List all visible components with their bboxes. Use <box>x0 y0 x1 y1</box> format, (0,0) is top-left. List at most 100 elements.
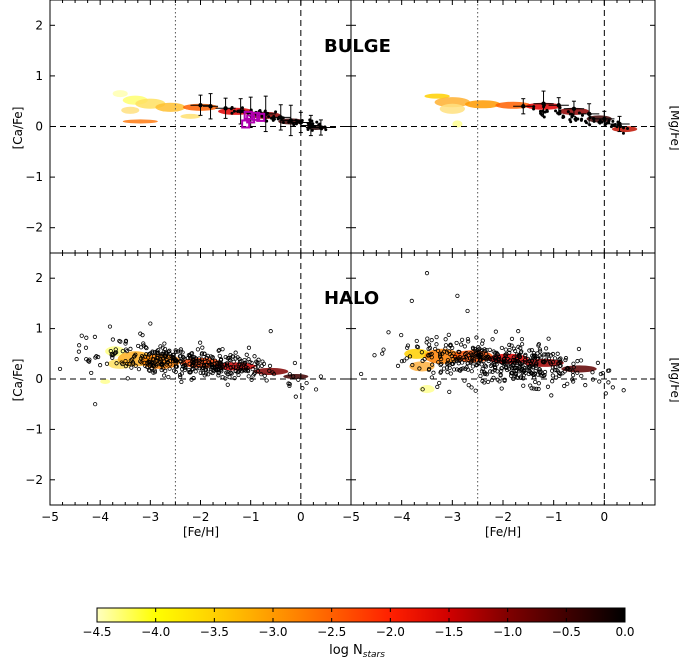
star-point <box>89 370 94 376</box>
star-point <box>265 119 269 123</box>
star-point <box>86 358 91 364</box>
star-point <box>300 386 305 391</box>
star-point <box>136 367 142 372</box>
star-point <box>233 350 238 355</box>
star-point <box>454 358 459 364</box>
star-point <box>171 368 177 373</box>
star-point <box>521 383 526 388</box>
star-point <box>531 386 536 391</box>
star-point <box>429 355 434 360</box>
star-point <box>450 345 455 350</box>
x-tick-label: −2 <box>192 510 210 524</box>
star-point <box>372 353 377 358</box>
star-point <box>533 379 538 385</box>
star-point <box>577 111 581 115</box>
star-point <box>511 376 516 382</box>
star-point <box>162 341 167 346</box>
star-point <box>514 360 520 365</box>
star-point <box>252 354 257 359</box>
star-point <box>507 347 512 353</box>
star-point <box>458 357 463 362</box>
star-point <box>291 374 296 379</box>
ylabel-bottom-left: [Ca/Fe] <box>11 359 25 402</box>
star-point <box>490 337 495 342</box>
star-point <box>249 377 254 382</box>
star-point <box>217 361 222 366</box>
star-point <box>157 360 163 365</box>
star-point <box>139 354 145 359</box>
star-point <box>590 377 596 382</box>
star-point <box>272 114 276 118</box>
star-point <box>150 362 155 368</box>
star-point <box>236 109 240 113</box>
star-point <box>518 350 524 355</box>
star-point <box>549 393 554 398</box>
star-point <box>533 355 538 360</box>
star-point <box>201 366 206 371</box>
star-point <box>231 364 236 369</box>
star-point <box>123 339 129 344</box>
star-point <box>504 351 509 357</box>
star-point <box>604 122 608 126</box>
star-point <box>611 119 615 123</box>
star-point <box>179 361 185 366</box>
star-point <box>447 365 452 370</box>
star-point <box>447 351 452 357</box>
star-point <box>483 371 488 376</box>
star-point <box>425 336 430 341</box>
star-point <box>164 362 169 367</box>
star-point <box>239 369 244 374</box>
star-point <box>517 365 522 370</box>
star-point <box>479 347 484 353</box>
star-point <box>94 354 99 359</box>
star-point <box>513 373 518 378</box>
star-point <box>466 383 471 388</box>
star-point <box>158 357 163 362</box>
star-point <box>271 117 275 121</box>
x-tick-label: −5 <box>41 510 59 524</box>
star-point <box>424 340 429 345</box>
colorbar-tick-label: −4.5 <box>82 625 111 639</box>
star-point <box>162 373 167 378</box>
star-point <box>621 388 626 393</box>
star-point <box>570 373 576 378</box>
star-point <box>138 356 144 361</box>
star-point <box>165 360 170 365</box>
star-point <box>323 125 327 129</box>
star-point <box>183 365 188 371</box>
star-point <box>223 376 228 381</box>
star-point <box>181 355 186 360</box>
star-point <box>576 117 580 121</box>
star-point <box>104 361 110 366</box>
star-point <box>143 345 148 350</box>
star-point <box>561 114 565 118</box>
star-point <box>450 361 455 366</box>
star-point <box>208 354 214 359</box>
star-point <box>110 355 115 360</box>
star-point <box>498 373 503 378</box>
y-tick-label: 0 <box>35 372 43 386</box>
star-point <box>138 331 143 336</box>
star-point <box>458 342 464 347</box>
star-point <box>149 360 154 365</box>
star-point <box>430 362 435 367</box>
star-point <box>167 366 172 371</box>
star-point <box>482 356 487 361</box>
star-point <box>109 353 114 358</box>
star-point <box>144 352 149 357</box>
star-point <box>554 375 559 380</box>
star-point <box>205 367 210 372</box>
star-point <box>258 109 262 113</box>
star-point <box>212 364 217 369</box>
star-point <box>263 109 267 113</box>
x-tick-label: −4 <box>393 510 411 524</box>
star-point <box>320 127 324 131</box>
star-point <box>315 120 319 124</box>
density-blob <box>112 90 128 98</box>
star-point <box>528 364 533 369</box>
star-point <box>580 113 584 117</box>
star-point <box>324 128 328 132</box>
star-point <box>210 358 215 364</box>
errorbar-point <box>223 106 228 111</box>
star-point <box>447 389 452 394</box>
